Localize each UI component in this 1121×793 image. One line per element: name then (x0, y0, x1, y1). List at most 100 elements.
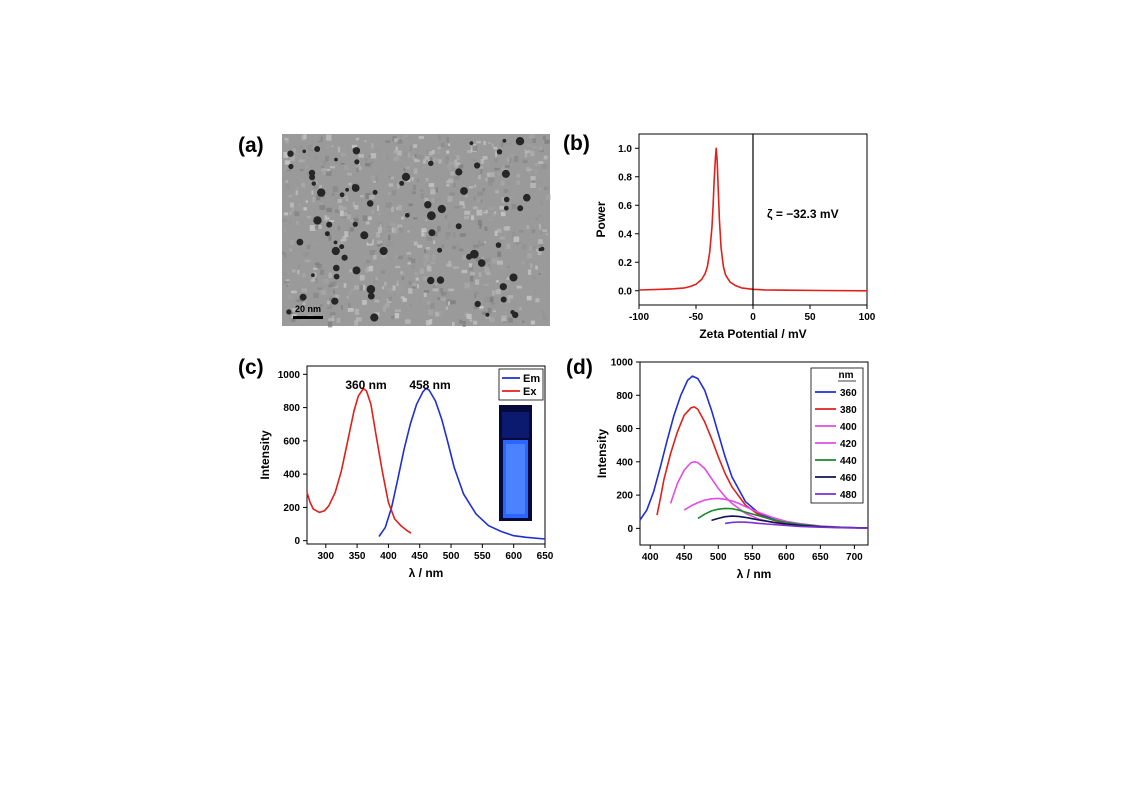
tem-grain (295, 186, 300, 189)
x-tick-label: 500 (443, 551, 460, 562)
tem-grain (527, 206, 534, 209)
legend-label-380: 380 (840, 405, 857, 416)
panel-d: (d) 400 450 500 550 600 650 700 0 200 400 600 800 10… (566, 356, 869, 581)
tem-grain (386, 225, 392, 229)
tem-grain (365, 193, 371, 200)
tem-grain (545, 194, 551, 200)
tem-grain (397, 255, 404, 260)
y-tick-label: 200 (283, 503, 300, 514)
tem-grain (401, 276, 404, 280)
tem-grain (478, 272, 482, 278)
tem-grain (396, 280, 399, 287)
tem-grain (522, 244, 527, 250)
tem-grain (374, 299, 380, 303)
tem-grain (312, 196, 315, 203)
tem-grain (345, 198, 349, 201)
tem-grain (414, 272, 419, 276)
tem-grain (477, 191, 483, 196)
nanoparticle (314, 146, 321, 152)
tem-grain (493, 146, 498, 150)
legend-label-400: 400 (840, 422, 857, 433)
tem-grain (439, 288, 444, 293)
tem-grain (325, 155, 329, 162)
tem-grain (435, 187, 439, 193)
nanoparticle (379, 246, 388, 256)
tem-grain (295, 310, 302, 314)
tem-grain (415, 284, 419, 289)
tem-grain (470, 158, 476, 161)
tem-grain (432, 254, 436, 261)
tem-grain (531, 146, 537, 149)
tem-grain (390, 222, 396, 228)
tem-grain (444, 292, 450, 298)
tem-grain (313, 292, 319, 299)
tem-grain (437, 297, 440, 301)
tem-grain (519, 307, 522, 311)
tem-grain (540, 231, 543, 235)
tem-grain (300, 169, 304, 172)
tem-grain (462, 255, 466, 260)
tem-grain (403, 134, 408, 138)
legend-title: nm (839, 370, 854, 381)
series-line-480 (724, 521, 869, 529)
y-tick-label: 600 (283, 436, 300, 447)
tem-grain (435, 158, 439, 162)
tem-grain (327, 300, 330, 307)
tem-grain (526, 253, 532, 259)
tem-grain (488, 172, 495, 177)
peak-label-ex: 360 nm (345, 378, 386, 392)
y-tick-label: 800 (616, 391, 633, 402)
tem-grain (354, 205, 359, 210)
tem-grain (428, 309, 433, 316)
tem-grain (397, 183, 400, 189)
scale-bar-label: 20 nm (295, 304, 321, 314)
tem-grain (418, 136, 424, 139)
tem-grain (385, 202, 392, 208)
plot-frame (639, 361, 869, 546)
x-tick-label: 550 (744, 552, 761, 563)
tem-grain (283, 252, 287, 258)
tem-grain (328, 318, 334, 322)
tem-grain (377, 227, 383, 233)
tem-grain (407, 257, 412, 260)
tem-grain (526, 295, 532, 301)
tem-grain (425, 178, 429, 182)
tem-grain (426, 237, 433, 241)
tem-grain (407, 262, 411, 265)
scale-bar (293, 316, 323, 319)
nanoparticle (351, 184, 360, 192)
tem-grain (381, 252, 386, 259)
tem-grain (297, 299, 304, 302)
tem-grain (332, 290, 336, 294)
tem-grain (532, 179, 535, 183)
tem-grain (474, 294, 477, 299)
tem-grain (484, 266, 490, 273)
tem-grain (377, 205, 380, 211)
nanoparticle (495, 242, 502, 248)
tem-grain (365, 259, 371, 264)
x-tick-label: 450 (411, 551, 428, 562)
nanoparticle (352, 266, 361, 275)
x-tick-label: 400 (380, 551, 397, 562)
nanoparticle (311, 273, 315, 278)
tem-grain (468, 265, 474, 271)
tem-grain (524, 149, 530, 154)
tem-grain (440, 310, 443, 317)
tem-grain (453, 206, 460, 209)
tem-grain (396, 207, 399, 210)
tem-grain (340, 238, 343, 242)
tem-grain (534, 162, 538, 167)
tem-grain (506, 243, 511, 249)
tem-grain (530, 176, 536, 181)
tem-grain (343, 165, 349, 170)
tem-grain (446, 263, 452, 267)
tem-grain (466, 313, 472, 319)
nanoparticle (341, 254, 348, 261)
tem-grain (408, 135, 412, 141)
tem-grain (425, 320, 431, 326)
tem-grain (373, 254, 377, 260)
tem-grain (409, 146, 412, 151)
panel-label-c: (c) (238, 356, 264, 379)
tem-grain (417, 155, 424, 160)
series-line-0 (638, 147, 868, 292)
